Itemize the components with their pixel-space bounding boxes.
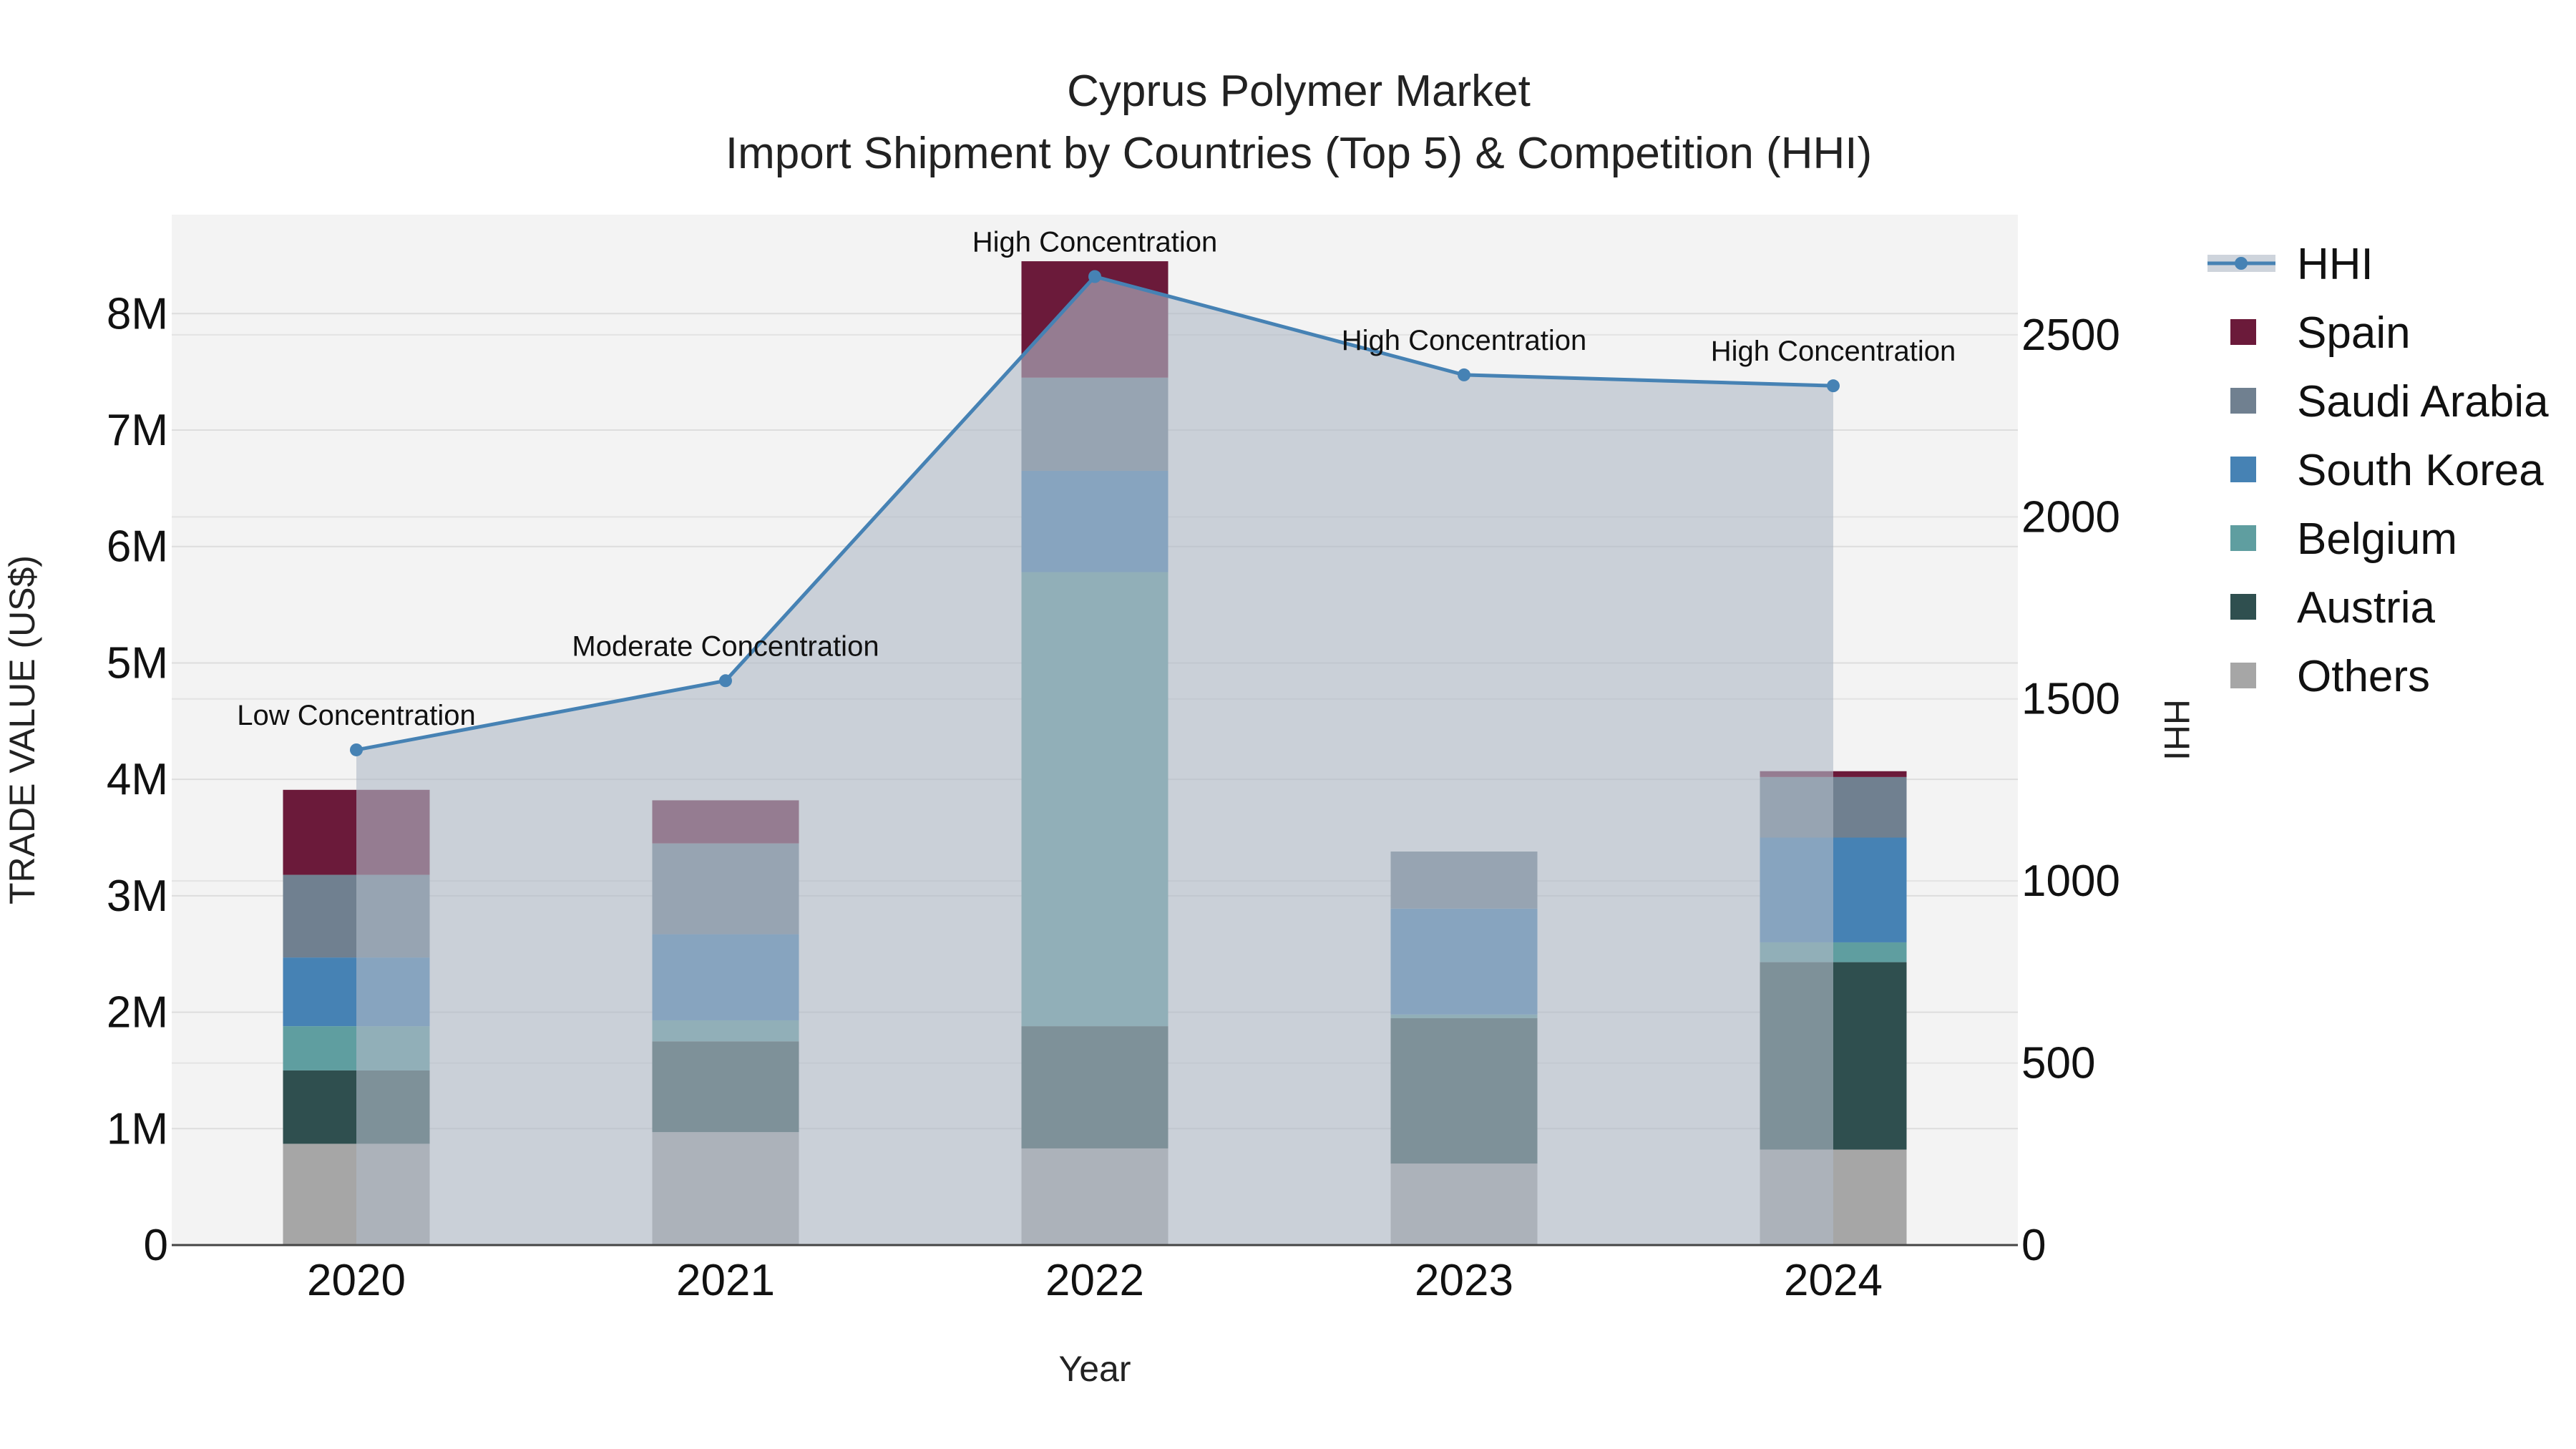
- legend-hhi-swatch-marker: [2235, 257, 2248, 270]
- hhi-annotation: Low Concentration: [237, 700, 476, 731]
- chart-title: Cyprus Polymer Market: [1067, 67, 1531, 116]
- hhi-point: [1458, 368, 1470, 381]
- legend-swatch: [2230, 594, 2256, 620]
- hhi-point: [1827, 379, 1840, 393]
- legend-label[interactable]: South Korea: [2297, 446, 2544, 495]
- hhi-annotation: High Concentration: [1711, 336, 1956, 367]
- y-tick-label: 2M: [107, 988, 168, 1038]
- legend-swatch: [2230, 663, 2256, 688]
- y-tick-label: 4M: [107, 755, 168, 804]
- legend-label[interactable]: Belgium: [2297, 514, 2457, 564]
- hhi-layer: Low Concentration Moderate Concentration H…: [237, 227, 1956, 1246]
- legend-label[interactable]: Saudi Arabia: [2297, 377, 2549, 426]
- legend: HHI Spain Saudi Arabia South Korea Belgium Au…: [2207, 240, 2549, 701]
- legend-label[interactable]: Spain: [2297, 308, 2411, 358]
- y2-axis-label: HHI: [2157, 699, 2197, 761]
- y2-tick-label: 1000: [2021, 857, 2120, 906]
- y2-tick-label: 2000: [2021, 492, 2120, 542]
- x-axis-label: Year: [1058, 1349, 1131, 1389]
- y-tick-label: 6M: [107, 522, 168, 572]
- legend-label[interactable]: HHI: [2297, 240, 2373, 289]
- hhi-point: [1088, 270, 1101, 283]
- legend-swatch: [2230, 457, 2256, 482]
- y2-tick-label: 500: [2021, 1039, 2095, 1088]
- y-tick-label: 3M: [107, 872, 168, 921]
- legend-swatch: [2230, 388, 2256, 414]
- hhi-annotation: Moderate Concentration: [572, 630, 879, 662]
- x-tick-label: 2022: [1045, 1256, 1144, 1305]
- hhi-point: [719, 674, 732, 688]
- chart-subtitle: Import Shipment by Countries (Top 5) & C…: [726, 129, 1872, 178]
- y-tick-label: 8M: [107, 289, 168, 338]
- x-tick-label: 2020: [307, 1256, 406, 1305]
- legend-label[interactable]: Austria: [2297, 583, 2435, 633]
- legend-label[interactable]: Others: [2297, 652, 2430, 701]
- y-tick-label: 7M: [107, 406, 168, 455]
- y-tick-label: 5M: [107, 638, 168, 688]
- y-axis-ticks: 0 1M 2M 3M 4M 5M 6M 7M 8M: [107, 289, 168, 1270]
- y2-tick-label: 2500: [2021, 311, 2120, 360]
- y-tick-label: 0: [144, 1221, 168, 1270]
- x-tick-label: 2021: [676, 1256, 775, 1305]
- x-axis-ticks: 2020 2021 2022 2023 2024: [307, 1256, 1883, 1305]
- y-tick-label: 1M: [107, 1104, 168, 1153]
- x-tick-label: 2023: [1415, 1256, 1513, 1305]
- legend-swatch: [2230, 319, 2256, 345]
- y-axis-label: TRADE VALUE (US$): [2, 555, 42, 904]
- legend-swatch: [2230, 525, 2256, 551]
- y2-axis-ticks: 0 500 1000 1500 2000 2500: [2021, 311, 2120, 1270]
- y2-tick-label: 1500: [2021, 675, 2120, 724]
- hhi-point: [350, 743, 363, 756]
- hhi-area: [356, 276, 1833, 1246]
- y2-tick-label: 0: [2021, 1221, 2046, 1270]
- hhi-annotation: High Concentration: [972, 227, 1217, 258]
- x-tick-label: 2024: [1784, 1256, 1883, 1305]
- hhi-annotation: High Concentration: [1342, 325, 1586, 356]
